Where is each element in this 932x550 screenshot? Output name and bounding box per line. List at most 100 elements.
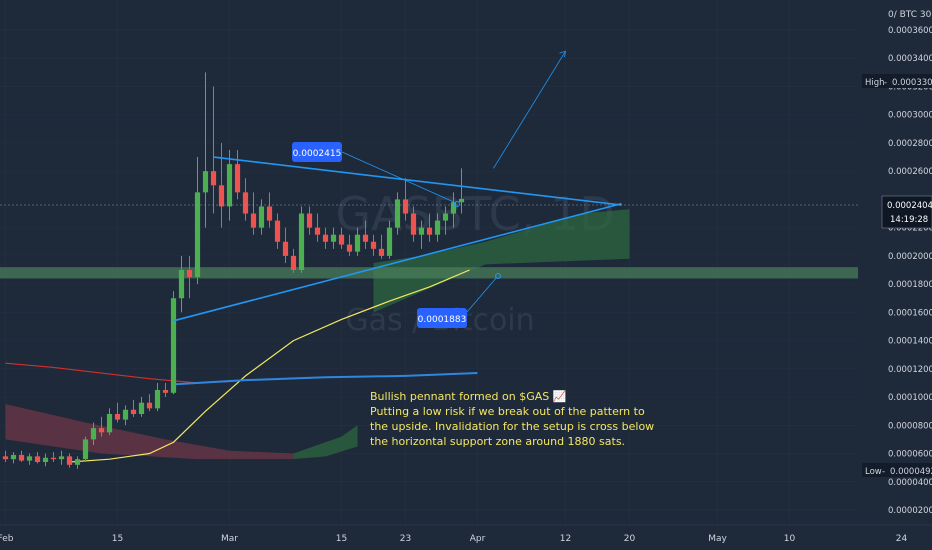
candle: [26, 453, 33, 465]
candle: [218, 142, 225, 228]
callout-upper[interactable]: 0.0002415: [292, 142, 342, 162]
low-tag-label: Low: [865, 467, 882, 477]
annotation-line-4: the horizontal support zone around 1880 …: [370, 435, 625, 448]
candle-body: [458, 198, 465, 203]
candle: [74, 456, 81, 469]
candle: [378, 234, 385, 259]
ichimoku-clouds: [5, 209, 630, 460]
ma-line-ma_blue: [173, 372, 478, 386]
time-tick-label: 12: [560, 534, 571, 544]
candle: [210, 86, 217, 214]
candle-body: [378, 248, 385, 256]
trendline-resistance: [213, 156, 622, 206]
candle-body: [42, 457, 49, 462]
candle-body: [202, 171, 209, 193]
price-tick-label: 0.0001800: [888, 280, 932, 290]
candle-body: [186, 270, 193, 278]
candle-body: [218, 185, 225, 207]
candle: [226, 150, 233, 221]
candle: [434, 213, 441, 242]
annotation-line-1: Bullish pennant formed on $GAS 📈: [370, 390, 567, 403]
candle: [242, 178, 249, 221]
candle: [50, 452, 57, 462]
candle-body: [306, 213, 313, 228]
candle: [90, 422, 97, 446]
price-tick-label: 0.0001200: [888, 365, 932, 375]
candle-body: [322, 234, 329, 242]
candle-body: [258, 206, 265, 228]
candles: [2, 72, 465, 469]
cloud-green-lower: [293, 425, 358, 460]
candle-body: [434, 220, 441, 235]
price-tick-label: 0.0000800: [888, 421, 932, 431]
candle: [146, 394, 153, 412]
candle: [130, 399, 137, 417]
time-tick-label: 15: [112, 534, 123, 544]
candle-body: [194, 192, 201, 278]
support-zone: [0, 267, 858, 279]
time-tick-label: 24: [896, 534, 908, 544]
callout-lower-anchor: [495, 273, 501, 279]
callout-lower-text: 0.0001883: [418, 315, 467, 325]
candle: [202, 72, 209, 228]
annotation-line-2: Putting a low risk if we break out of th…: [370, 405, 645, 418]
candle: [98, 416, 105, 437]
price-tick-label: 0.0001400: [888, 337, 932, 347]
current-price-countdown: 14:19:28: [890, 215, 928, 225]
projection-arrow: [493, 50, 566, 169]
high-tag-value: 0.0003300: [892, 78, 932, 88]
candle-body: [130, 409, 137, 414]
candle-body: [314, 227, 321, 235]
candle-body: [234, 164, 241, 193]
price-tick-label: 0.0003000: [888, 111, 932, 121]
candle-body: [162, 390, 169, 393]
candle: [394, 192, 401, 235]
candle: [194, 157, 201, 285]
candle: [386, 220, 393, 259]
current-price-value: 0.0002404: [887, 201, 932, 211]
candle: [346, 234, 353, 256]
time-axis-background: [0, 525, 932, 550]
price-tick-label: 0.0003600: [888, 26, 932, 36]
trendlines[interactable]: [173, 50, 622, 322]
candle: [82, 436, 89, 462]
candle-body: [114, 414, 121, 420]
candle: [10, 452, 17, 464]
candle: [410, 206, 417, 242]
candle: [234, 150, 241, 200]
candle-body: [290, 255, 297, 270]
candle-body: [242, 192, 249, 214]
candle-body: [26, 456, 33, 461]
candle-body: [442, 213, 449, 221]
cloud-red: [5, 404, 294, 460]
time-tick-label: 20: [624, 534, 636, 544]
candle-body: [338, 234, 345, 245]
candle-body: [410, 213, 417, 235]
candle: [370, 234, 377, 256]
svg-text:-: -: [882, 467, 885, 477]
candle: [314, 213, 321, 242]
candle-body: [2, 456, 9, 460]
candle-body: [418, 227, 425, 235]
high-tag: High - 0.0003300: [862, 74, 932, 88]
candle-body: [282, 241, 289, 256]
annotation-text: Bullish pennant formed on $GAS 📈 Putting…: [370, 390, 654, 448]
price-tick-label: 0.0000200: [888, 506, 932, 516]
candle-body: [58, 456, 65, 460]
candle: [458, 168, 465, 214]
candle-body: [74, 459, 81, 465]
callout-upper-box: [292, 142, 342, 162]
time-tick-label: 15: [336, 534, 347, 544]
candle: [338, 227, 345, 249]
candle: [282, 227, 289, 263]
candle: [418, 220, 425, 249]
candle-body: [298, 213, 305, 270]
projection-arrowhead: [559, 50, 567, 58]
cloud-green-upper: [373, 209, 630, 313]
time-axis[interactable]: Feb 15 Mar 15 23 Apr 12 20 May 10 24: [0, 534, 907, 544]
candle-body: [274, 220, 281, 242]
price-tick-label: 0.0000600: [888, 450, 932, 460]
callout-lower[interactable]: 0.0001883: [417, 308, 467, 328]
candle-body: [210, 171, 217, 186]
